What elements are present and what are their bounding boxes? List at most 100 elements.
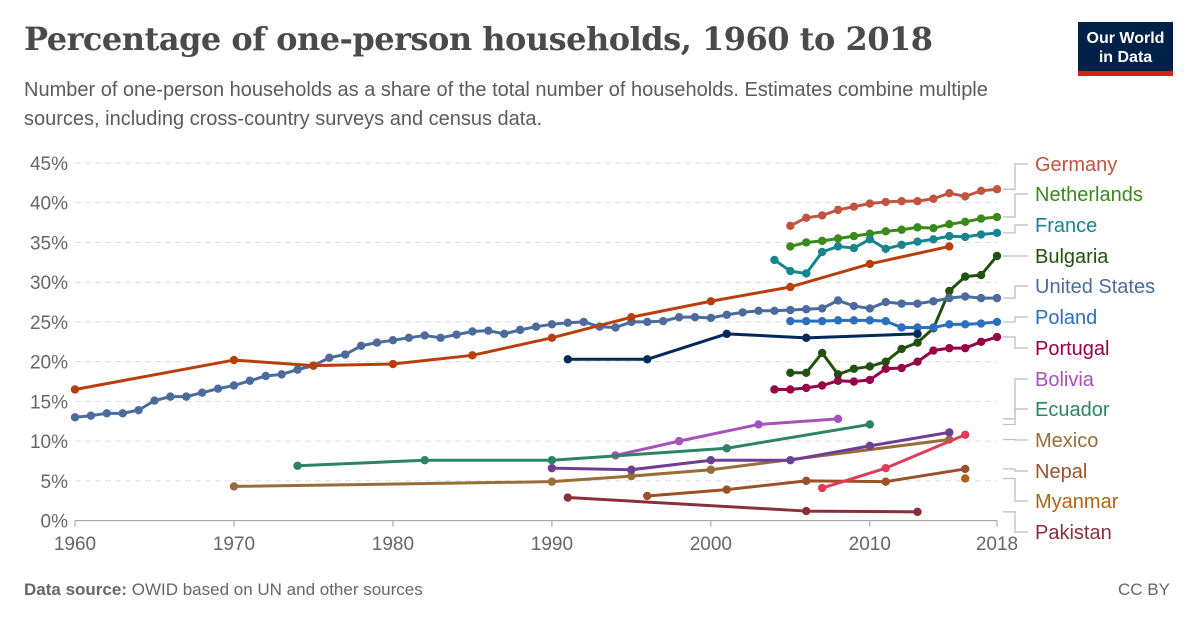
data-point-unlabeled bbox=[547, 333, 557, 343]
data-point-nepal bbox=[722, 485, 731, 494]
data-point-unlabeled bbox=[706, 297, 716, 306]
data-point-mexico bbox=[229, 482, 239, 491]
series-line-bolivia bbox=[615, 417, 839, 457]
data-point-united-states bbox=[643, 317, 652, 327]
logo-text: Our World in Data bbox=[1086, 30, 1165, 66]
data-point-portugal bbox=[976, 337, 986, 346]
data-point-mexico bbox=[706, 465, 716, 474]
data-point-united-states bbox=[833, 296, 843, 305]
data-point-united-states bbox=[802, 305, 811, 314]
data-point-bulgaria bbox=[881, 357, 890, 366]
data-point-unlabeled bbox=[229, 355, 239, 365]
data-point-unlabeled bbox=[388, 359, 398, 369]
data-point-bulgaria bbox=[786, 368, 795, 377]
data-point-portugal bbox=[786, 385, 795, 394]
data-point-france bbox=[865, 235, 875, 244]
data-point-germany bbox=[913, 196, 922, 206]
data-point-portugal bbox=[929, 346, 938, 355]
y-tick-label: 0% bbox=[41, 512, 69, 533]
data-point-pakistan bbox=[563, 493, 572, 502]
data-point-united-states bbox=[277, 370, 286, 379]
chart-title: Percentage of one-person households, 196… bbox=[24, 20, 933, 58]
data-point-france bbox=[881, 244, 890, 254]
data-point-united-states bbox=[118, 409, 127, 418]
data-point-united-states bbox=[484, 326, 493, 335]
data-point-united-states bbox=[182, 392, 191, 401]
x-tick-label: 2010 bbox=[849, 534, 891, 555]
x-tick-label: 1990 bbox=[531, 534, 573, 555]
series-label: Germany bbox=[1035, 154, 1117, 176]
data-point-unlabeled bbox=[865, 259, 875, 269]
data-point-bulgaria bbox=[865, 362, 875, 371]
data-point-bulgaria bbox=[976, 270, 986, 280]
data-point-unlabeled bbox=[881, 463, 890, 473]
data-point-germany bbox=[976, 186, 986, 196]
data-point-germany bbox=[945, 188, 954, 198]
x-tick-label: 1970 bbox=[213, 534, 255, 555]
y-tick-label: 30% bbox=[30, 273, 68, 294]
y-tick-label: 40% bbox=[30, 194, 68, 215]
series-label: Nepal bbox=[1035, 461, 1087, 483]
label-connector bbox=[1003, 468, 1028, 472]
data-point-poland bbox=[961, 320, 970, 329]
data-point-united-states bbox=[865, 304, 875, 313]
data-point-germany bbox=[961, 192, 970, 201]
data-point-united-states bbox=[531, 322, 541, 331]
series-line-unlabeled bbox=[551, 430, 950, 472]
label-connector bbox=[1003, 477, 1028, 502]
data-point-germany bbox=[929, 194, 938, 203]
data-point-united-states bbox=[150, 396, 159, 405]
data-point-poland bbox=[833, 316, 843, 325]
data-point-united-states bbox=[166, 392, 175, 401]
data-point-ecuador bbox=[547, 456, 557, 465]
data-point-unlabeled bbox=[786, 282, 795, 292]
data-point-nepal bbox=[881, 477, 890, 486]
data-point-unlabeled bbox=[786, 456, 795, 465]
data-point-france bbox=[992, 228, 1002, 238]
series-label: Poland bbox=[1035, 307, 1097, 329]
x-tick-label: 2018 bbox=[976, 534, 1018, 555]
data-point-united-states bbox=[515, 325, 525, 335]
y-tick-label: 10% bbox=[30, 432, 68, 453]
data-point-poland bbox=[976, 319, 986, 328]
data-point-united-states bbox=[786, 305, 795, 315]
y-tick-label: 20% bbox=[30, 353, 68, 374]
data-point-netherlands bbox=[976, 214, 986, 223]
data-point-poland bbox=[849, 316, 859, 325]
data-point-poland bbox=[897, 323, 906, 332]
data-point-unlabeled bbox=[547, 463, 557, 473]
data-point-unlabeled bbox=[706, 456, 716, 465]
data-point-unlabeled bbox=[945, 242, 954, 251]
data-point-portugal bbox=[945, 343, 954, 353]
data-point-united-states bbox=[913, 299, 922, 308]
series-line-unlabeled bbox=[74, 244, 950, 391]
data-point-france bbox=[976, 230, 986, 239]
data-point-unlabeled bbox=[961, 430, 970, 439]
x-tick-label: 2000 bbox=[690, 534, 732, 555]
data-point-united-states bbox=[213, 384, 223, 393]
license[interactable]: CC BY bbox=[1118, 580, 1170, 599]
data-point-united-states bbox=[325, 353, 334, 362]
data-point-united-states bbox=[86, 411, 96, 420]
data-point-pakistan bbox=[913, 507, 922, 517]
data-point-france bbox=[849, 243, 859, 253]
data-point-portugal bbox=[817, 381, 827, 390]
data-point-france bbox=[833, 242, 843, 251]
series-label: Netherlands bbox=[1035, 184, 1143, 206]
data-point-bulgaria bbox=[992, 251, 1002, 261]
data-source: Data source: OWID based on UN and other … bbox=[24, 580, 423, 600]
label-connector bbox=[1003, 336, 1028, 349]
data-point-france bbox=[961, 232, 970, 242]
data-point-united-states bbox=[197, 388, 207, 397]
series-label: Bulgaria bbox=[1035, 246, 1109, 268]
data-point-bulgaria bbox=[961, 272, 970, 281]
data-point-united-states bbox=[770, 306, 779, 316]
label-connector bbox=[1003, 224, 1028, 234]
owid-logo[interactable]: Our World in Data bbox=[1078, 22, 1173, 76]
y-tick-label: 45% bbox=[30, 154, 68, 175]
data-point-unlabeled bbox=[627, 312, 636, 322]
data-point-unlabeled bbox=[627, 465, 636, 474]
data-point-unlabeled bbox=[865, 441, 875, 451]
label-connector bbox=[1003, 285, 1028, 299]
